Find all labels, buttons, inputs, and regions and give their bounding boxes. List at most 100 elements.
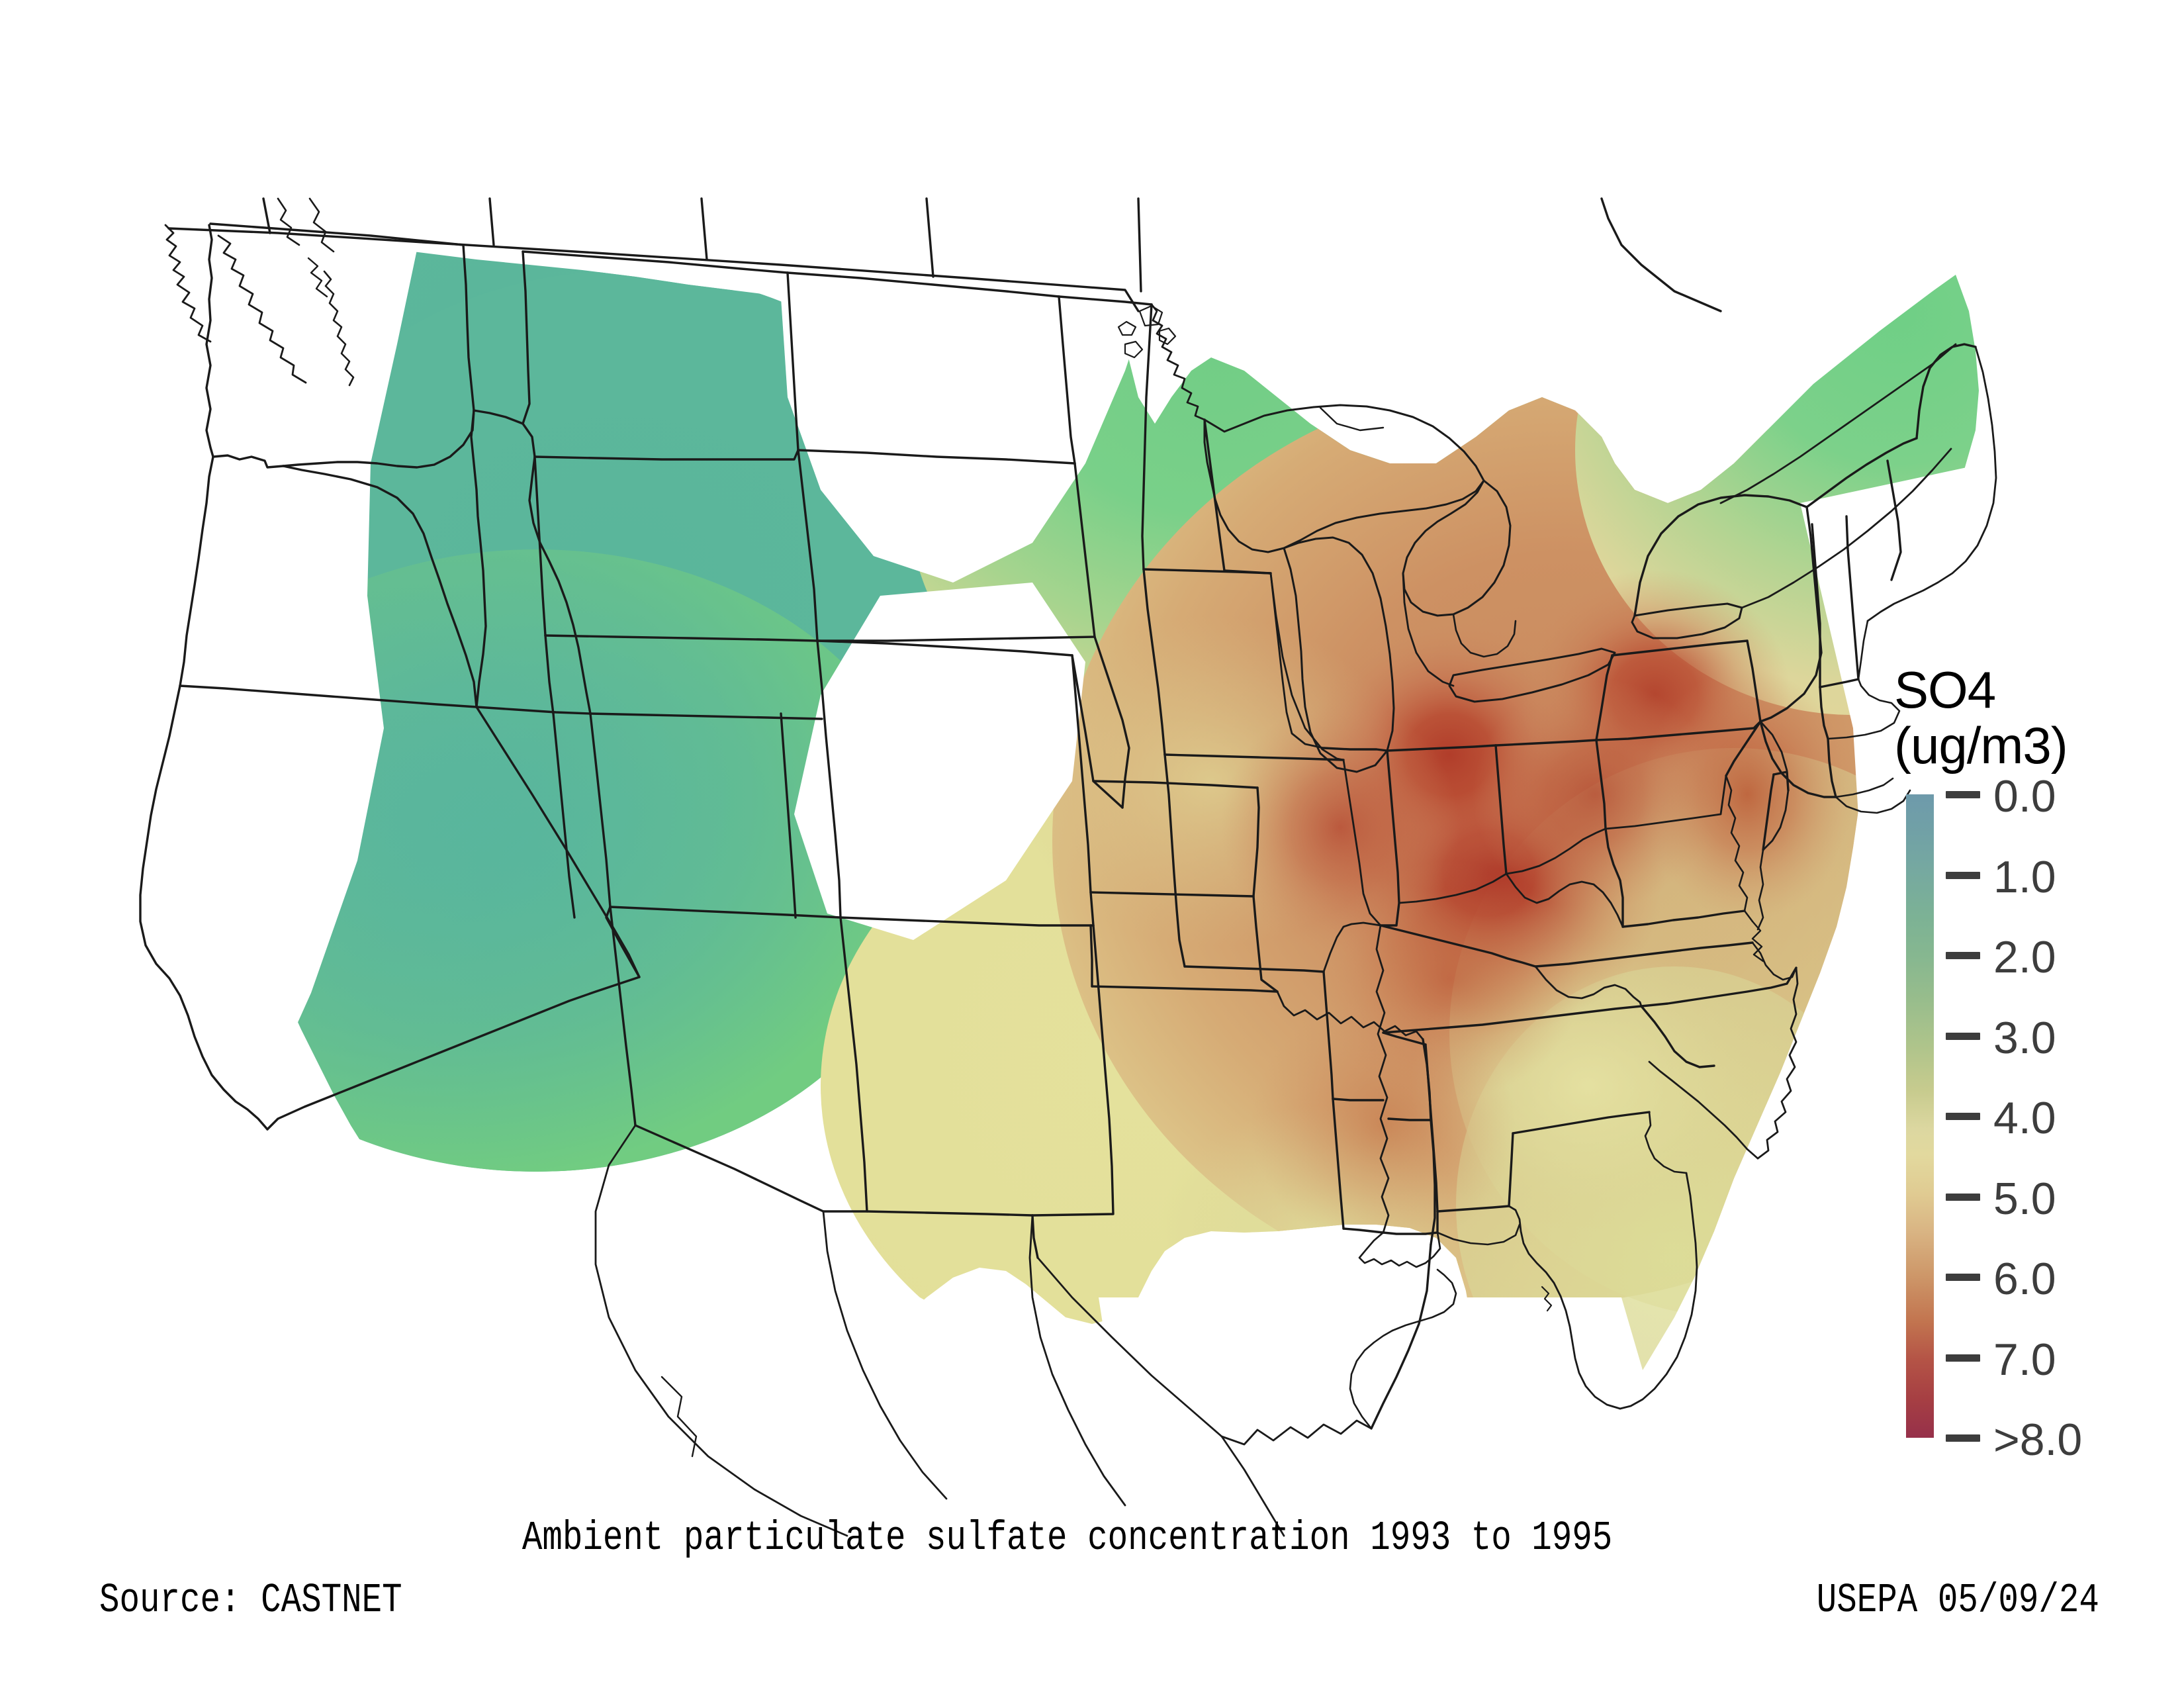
- tick-label-1: 1.0: [1993, 851, 2056, 902]
- state-washington-west: [205, 224, 285, 469]
- nodata-south-texas: [503, 1178, 1072, 1536]
- state-maryland-wv: [1604, 774, 1727, 830]
- state-minnesota-east: [1203, 418, 1272, 575]
- coast-florida-west: [1508, 1205, 1621, 1410]
- line-canada-4: [925, 197, 934, 278]
- state-indiana-north: [1386, 744, 1497, 752]
- coast-carolinas: [1756, 966, 1799, 1160]
- state-maine-north: [1915, 343, 1977, 440]
- river-mississippi: [1375, 924, 1390, 1234]
- state-delaware-north: [1772, 771, 1790, 792]
- lake-superior: [1203, 404, 1485, 553]
- lake-of-the-woods-3: [1124, 340, 1144, 359]
- state-colorado-north: [816, 639, 1073, 657]
- state-kansas-north: [1092, 780, 1259, 789]
- state-indiana-south-ohioriver: [1398, 872, 1508, 904]
- state-utah-west-upper: [589, 712, 612, 908]
- border-canada-newengland: [1805, 437, 1918, 508]
- state-oklahoma-panhandle-west: [1089, 924, 1093, 988]
- state-pennsylvania-north: [1611, 639, 1749, 657]
- state-newmexico-south: [866, 1210, 1034, 1217]
- state-wv-east: [1604, 827, 1624, 928]
- lake-huron-georgian: [1452, 613, 1517, 658]
- state-newyork-north: [1633, 494, 1808, 617]
- state-nebraska-east: [1093, 635, 1130, 809]
- state-missouri-west: [1163, 753, 1186, 968]
- border-canada-west: [167, 227, 1140, 312]
- tick-label-4: 4.0: [1993, 1093, 2056, 1143]
- state-connecticut-west: [1827, 737, 1837, 798]
- state-ohio-north: [1494, 739, 1598, 747]
- coast-maine: [1866, 346, 1997, 622]
- hotspot-delmarva: [1641, 669, 1853, 920]
- state-pennsylvania-west: [1595, 654, 1614, 741]
- state-delaware-west: [1762, 773, 1775, 851]
- state-iowa-west: [1142, 568, 1166, 756]
- state-virginia-south: [1534, 941, 1754, 968]
- state-mississippi-north: [1382, 1031, 1427, 1046]
- nodata-south-florida: [1694, 1364, 1853, 1509]
- state-montana-north: [522, 250, 789, 274]
- state-massachusetts-north: [1819, 678, 1860, 688]
- state-texas-louisiana: [1387, 1117, 1432, 1121]
- border-mexico-interior-1: [822, 1210, 948, 1500]
- tick-label-2: 2.0: [1993, 932, 2056, 982]
- state-tennessee-nc-border: [1534, 965, 1643, 1008]
- tick-label-5: 5.0: [1993, 1173, 2056, 1224]
- figure-caption-text: Ambient particulate sulfate concentratio…: [522, 1515, 1613, 1562]
- state-nebraska-diag: [1071, 654, 1124, 809]
- tick-label-7: 7.0: [1993, 1334, 2056, 1385]
- state-kentucky-tennessee: [1379, 924, 1537, 968]
- state-newmexico-east: [1031, 924, 1115, 1217]
- line-canada-5: [1137, 197, 1142, 293]
- state-nevada-east-1: [544, 634, 555, 715]
- state-minnesota-west: [1141, 303, 1153, 571]
- state-wyoming-south: [544, 634, 819, 642]
- state-florida-georgia: [1512, 1111, 1651, 1135]
- state-arizona-newmexico: [822, 916, 868, 1213]
- state-california-east: [266, 706, 641, 1131]
- lake-erie: [1448, 647, 1616, 703]
- state-illinois-east: [1379, 749, 1400, 927]
- colorbar[interactable]: 0.0 1.0 2.0 3.0 4.0 5.0: [1906, 771, 2082, 1465]
- tick-mark-7: [1946, 1354, 1980, 1362]
- state-mississippi-south: [1382, 1210, 1439, 1235]
- state-mississippi-east: [1424, 1043, 1439, 1213]
- state-alabama-florida: [1436, 1205, 1510, 1213]
- state-virginia-north: [1621, 910, 1746, 928]
- state-ohio-south: [1505, 827, 1607, 875]
- coast-vancouver-island: [217, 234, 307, 384]
- state-pennsylvania-south: [1595, 720, 1762, 741]
- state-utah-colorado-inner: [780, 712, 797, 919]
- state-oklahoma-east: [1252, 895, 1279, 993]
- state-colorado-west: [816, 639, 842, 919]
- colorbar-gradient: [1906, 794, 1934, 1438]
- state-california-coast: [139, 684, 269, 1131]
- nodata-northern-plains: [774, 199, 1152, 583]
- state-arizona-west: [609, 906, 637, 1127]
- state-nd-east: [1058, 295, 1076, 465]
- state-nevada-utah: [552, 712, 576, 919]
- tick-label-8: >8.0: [1993, 1415, 2083, 1465]
- state-oklahoma-south-1: [1091, 985, 1279, 993]
- lake-superior-isle: [1319, 406, 1385, 432]
- border-mexico-interior-2: [1028, 1214, 1126, 1507]
- state-vermont-west: [1811, 523, 1821, 688]
- coast-connecticut: [1835, 777, 1894, 798]
- tick-label-0: 0.0: [1993, 771, 2056, 821]
- state-alabama-georgia-1: [1508, 1132, 1514, 1207]
- nodata-central-plains: [794, 583, 1085, 940]
- coast-virginia: [1751, 941, 1797, 981]
- border-mexico-east: [1220, 1435, 1285, 1537]
- border-mexico-west: [594, 1124, 848, 1537]
- credit-label: USEPA 05/09/24: [1754, 1577, 2099, 1624]
- state-newyork-east: [1759, 506, 1823, 723]
- coast-florida-northeast: [1644, 1111, 1688, 1174]
- coast-gulf-mississippi: [1391, 1268, 1457, 1332]
- state-missouri-south: [1183, 965, 1325, 973]
- line-canada-quebec: [1600, 197, 1722, 312]
- state-kansas-south: [1089, 891, 1255, 898]
- coast-bc-inlet: [277, 197, 300, 246]
- state-louisiana-west: [1332, 1098, 1345, 1230]
